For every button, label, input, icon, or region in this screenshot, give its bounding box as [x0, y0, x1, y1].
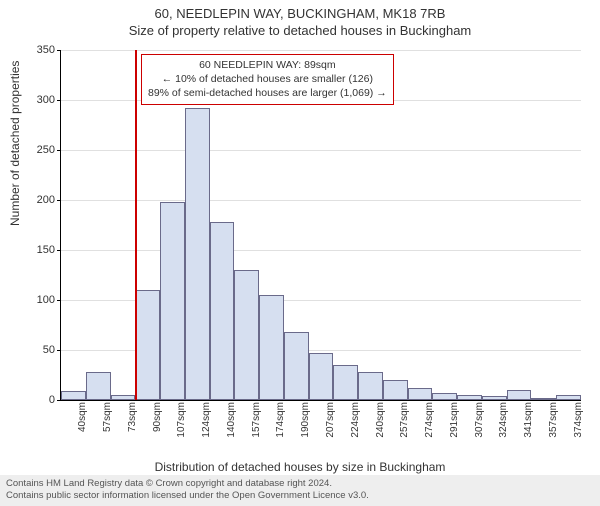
- ytick-mark: [57, 400, 61, 401]
- histogram-bar: [531, 398, 556, 400]
- chart-container: 05010015020025030035040sqm57sqm73sqm90sq…: [60, 50, 580, 420]
- chart-title-main: 60, NEEDLEPIN WAY, BUCKINGHAM, MK18 7RB: [0, 6, 600, 21]
- property-marker-line: [135, 50, 137, 400]
- histogram-bar: [457, 395, 482, 400]
- xtick-label: 207sqm: [325, 402, 336, 438]
- histogram-bar: [185, 108, 210, 400]
- histogram-bar: [160, 202, 185, 400]
- xtick-label: 274sqm: [424, 402, 435, 438]
- ytick-label: 200: [15, 194, 55, 206]
- gridline: [61, 150, 581, 151]
- chart-title-sub: Size of property relative to detached ho…: [0, 23, 600, 38]
- plot-area: 05010015020025030035040sqm57sqm73sqm90sq…: [60, 50, 581, 401]
- histogram-bar: [358, 372, 383, 400]
- histogram-bar: [111, 395, 136, 400]
- ytick-mark: [57, 200, 61, 201]
- ytick-mark: [57, 250, 61, 251]
- xtick-label: 190sqm: [300, 402, 311, 438]
- gridline: [61, 50, 581, 51]
- xtick-label: 90sqm: [152, 402, 163, 432]
- xtick-label: 174sqm: [275, 402, 286, 438]
- xtick-label: 240sqm: [375, 402, 386, 438]
- histogram-bar: [432, 393, 457, 400]
- info-box-line2: ← 10% of detached houses are smaller (12…: [148, 72, 387, 86]
- x-axis-label: Distribution of detached houses by size …: [0, 460, 600, 474]
- xtick-label: 324sqm: [498, 402, 509, 438]
- xtick-label: 307sqm: [474, 402, 485, 438]
- xtick-label: 124sqm: [201, 402, 212, 438]
- ytick-label: 300: [15, 94, 55, 106]
- histogram-bar: [61, 391, 86, 400]
- histogram-bar: [259, 295, 284, 400]
- xtick-label: 224sqm: [350, 402, 361, 438]
- histogram-bar: [383, 380, 408, 400]
- histogram-bar: [507, 390, 532, 400]
- gridline: [61, 250, 581, 251]
- xtick-label: 40sqm: [77, 402, 88, 432]
- histogram-bar: [408, 388, 433, 400]
- histogram-bar: [284, 332, 309, 400]
- info-box: 60 NEEDLEPIN WAY: 89sqm← 10% of detached…: [141, 54, 394, 105]
- xtick-label: 57sqm: [102, 402, 113, 432]
- histogram-bar: [556, 395, 581, 400]
- histogram-bar: [482, 396, 507, 400]
- ytick-mark: [57, 350, 61, 351]
- ytick-mark: [57, 300, 61, 301]
- ytick-mark: [57, 50, 61, 51]
- ytick-label: 150: [15, 244, 55, 256]
- footer-attribution: Contains HM Land Registry data © Crown c…: [0, 475, 600, 506]
- info-box-line3: 89% of semi-detached houses are larger (…: [148, 86, 387, 100]
- histogram-bar: [309, 353, 334, 400]
- ytick-label: 250: [15, 144, 55, 156]
- histogram-bar: [135, 290, 160, 400]
- gridline: [61, 200, 581, 201]
- xtick-label: 257sqm: [399, 402, 410, 438]
- xtick-label: 157sqm: [251, 402, 262, 438]
- ytick-label: 50: [15, 344, 55, 356]
- info-box-line1: 60 NEEDLEPIN WAY: 89sqm: [148, 58, 387, 72]
- xtick-label: 107sqm: [176, 402, 187, 438]
- xtick-label: 341sqm: [523, 402, 534, 438]
- histogram-bar: [333, 365, 358, 400]
- ytick-mark: [57, 100, 61, 101]
- xtick-label: 73sqm: [127, 402, 138, 432]
- xtick-label: 357sqm: [548, 402, 559, 438]
- footer-line1: Contains HM Land Registry data © Crown c…: [6, 478, 594, 490]
- ytick-label: 0: [15, 394, 55, 406]
- xtick-label: 291sqm: [449, 402, 460, 438]
- ytick-label: 350: [15, 44, 55, 56]
- histogram-bar: [86, 372, 111, 400]
- histogram-bar: [234, 270, 259, 400]
- ytick-mark: [57, 150, 61, 151]
- footer-line2: Contains public sector information licen…: [6, 490, 594, 502]
- xtick-label: 140sqm: [226, 402, 237, 438]
- xtick-label: 374sqm: [573, 402, 584, 438]
- ytick-label: 100: [15, 294, 55, 306]
- histogram-bar: [210, 222, 235, 400]
